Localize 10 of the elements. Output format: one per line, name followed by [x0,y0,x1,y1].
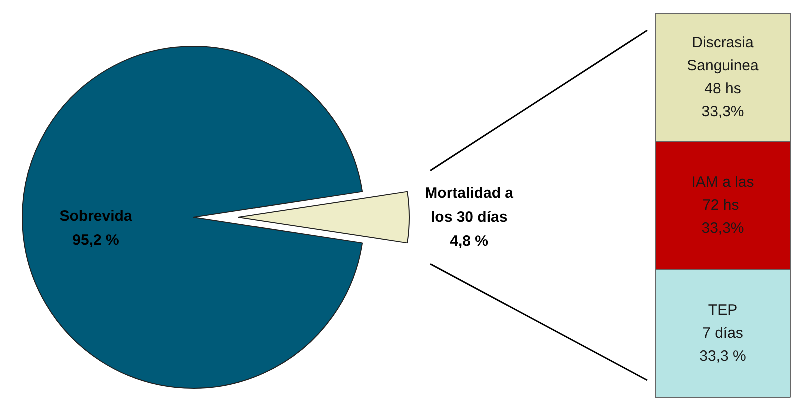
data-label: 33,3 % [700,348,746,365]
slice-label: Sobrevida [60,208,133,226]
data-label: 33,3% [702,220,744,237]
data-label: 95,2 % [72,232,120,249]
slice-label: Mortalidad a los 30 días [425,185,514,226]
series-label: TEP 7 días [702,302,744,342]
series-label: IAM a las 72 hs [692,174,754,214]
data-label: 33,3% [702,103,744,120]
series-label: Discrasia Sanguinea 48 hs [687,34,760,98]
data-label: 4,8 % [450,232,489,250]
